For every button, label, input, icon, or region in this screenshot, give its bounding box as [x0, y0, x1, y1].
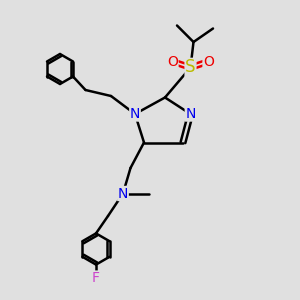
- Text: O: O: [167, 55, 178, 68]
- Text: S: S: [185, 58, 196, 76]
- Text: F: F: [92, 271, 100, 285]
- Text: N: N: [130, 107, 140, 121]
- Text: N: N: [118, 187, 128, 200]
- Text: O: O: [203, 55, 214, 68]
- Text: N: N: [185, 107, 196, 121]
